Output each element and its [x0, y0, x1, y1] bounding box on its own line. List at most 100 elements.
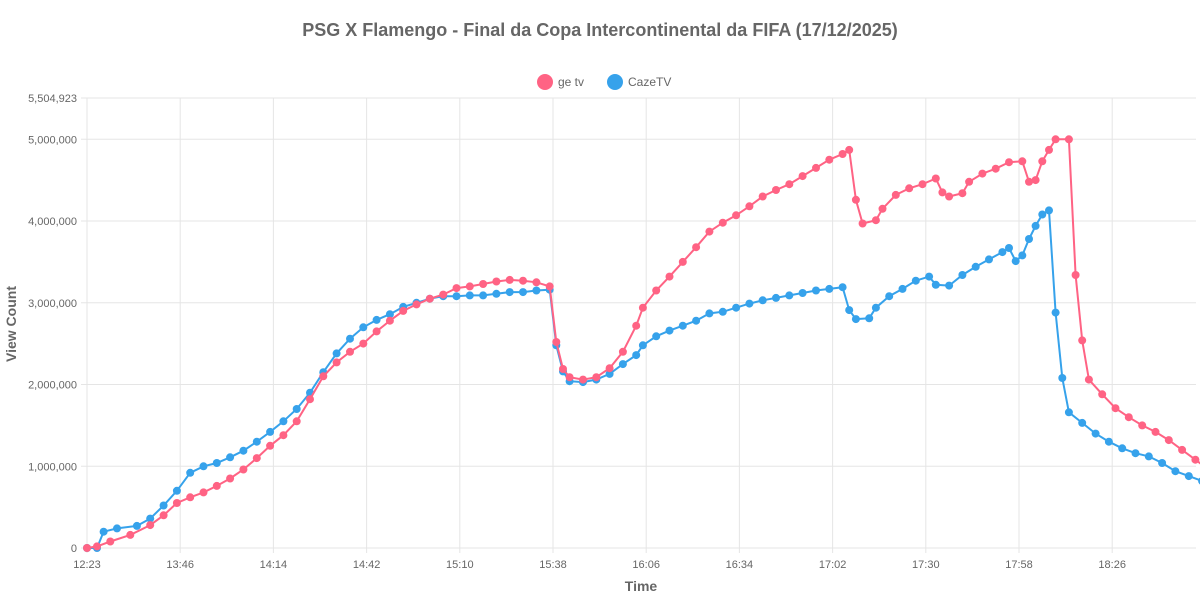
data-point[interactable]: [965, 177, 974, 186]
data-point[interactable]: [239, 465, 248, 474]
data-point[interactable]: [505, 275, 514, 284]
data-point[interactable]: [385, 310, 394, 319]
data-point[interactable]: [126, 530, 135, 539]
data-point[interactable]: [159, 511, 168, 520]
data-point[interactable]: [519, 276, 527, 285]
legend-item[interactable]: ge tv: [537, 74, 584, 90]
data-point[interactable]: [1018, 251, 1027, 260]
data-point[interactable]: [385, 316, 394, 325]
data-point[interactable]: [931, 280, 940, 289]
data-point[interactable]: [732, 211, 741, 220]
data-point[interactable]: [279, 431, 288, 440]
data-point[interactable]: [465, 282, 474, 291]
data-point[interactable]: [618, 347, 627, 356]
data-point[interactable]: [798, 172, 807, 181]
data-point[interactable]: [1104, 437, 1113, 446]
data-point[interactable]: [1045, 206, 1053, 215]
data-point[interactable]: [958, 271, 967, 279]
data-point[interactable]: [372, 327, 381, 336]
data-point[interactable]: [865, 314, 874, 323]
data-point[interactable]: [113, 524, 121, 533]
data-point[interactable]: [798, 289, 807, 297]
data-point[interactable]: [845, 306, 854, 315]
data-point[interactable]: [718, 307, 727, 316]
data-point[interactable]: [1138, 421, 1147, 430]
data-point[interactable]: [279, 417, 288, 426]
data-point[interactable]: [652, 286, 661, 295]
data-point[interactable]: [1078, 336, 1087, 345]
data-point[interactable]: [638, 341, 647, 350]
data-point[interactable]: [1091, 429, 1100, 438]
data-point[interactable]: [1011, 257, 1020, 266]
data-point[interactable]: [958, 189, 967, 198]
data-point[interactable]: [492, 277, 501, 286]
data-point[interactable]: [758, 296, 767, 305]
data-point[interactable]: [758, 192, 767, 201]
data-point[interactable]: [319, 372, 328, 381]
data-point[interactable]: [132, 521, 141, 530]
data-point[interactable]: [705, 309, 714, 318]
data-point[interactable]: [186, 493, 195, 502]
data-point[interactable]: [838, 283, 847, 292]
data-point[interactable]: [359, 323, 368, 332]
data-point[interactable]: [552, 338, 561, 346]
data-point[interactable]: [83, 544, 91, 552]
data-point[interactable]: [146, 521, 155, 530]
data-point[interactable]: [186, 468, 195, 477]
data-point[interactable]: [1144, 452, 1153, 461]
data-point[interactable]: [199, 462, 208, 471]
data-point[interactable]: [372, 315, 381, 324]
data-point[interactable]: [146, 514, 155, 523]
data-point[interactable]: [652, 332, 661, 341]
data-point[interactable]: [898, 284, 907, 293]
data-point[interactable]: [332, 349, 341, 358]
data-point[interactable]: [1005, 158, 1013, 167]
data-point[interactable]: [851, 315, 860, 324]
data-point[interactable]: [945, 281, 954, 290]
data-point[interactable]: [399, 306, 408, 315]
data-point[interactable]: [678, 257, 687, 266]
data-point[interactable]: [359, 339, 368, 348]
data-point[interactable]: [99, 527, 108, 536]
data-point[interactable]: [851, 195, 860, 204]
data-point[interactable]: [332, 358, 341, 367]
data-point[interactable]: [1038, 210, 1047, 219]
data-point[interactable]: [159, 501, 168, 510]
data-point[interactable]: [938, 188, 947, 197]
data-point[interactable]: [1178, 445, 1187, 454]
data-point[interactable]: [911, 276, 920, 285]
data-point[interactable]: [212, 481, 221, 490]
data-point[interactable]: [991, 164, 1000, 173]
data-point[interactable]: [718, 218, 727, 227]
data-point[interactable]: [985, 255, 993, 264]
data-point[interactable]: [1184, 472, 1193, 481]
data-point[interactable]: [1025, 177, 1033, 186]
data-point[interactable]: [772, 293, 780, 302]
data-point[interactable]: [1058, 374, 1067, 382]
data-point[interactable]: [505, 288, 514, 297]
data-point[interactable]: [878, 204, 887, 213]
data-point[interactable]: [292, 405, 301, 413]
data-point[interactable]: [1038, 157, 1047, 166]
data-point[interactable]: [199, 488, 208, 497]
data-point[interactable]: [266, 441, 275, 450]
legend[interactable]: ge tv CazeTV: [537, 74, 671, 90]
data-point[interactable]: [605, 364, 614, 373]
data-point[interactable]: [785, 291, 794, 300]
data-point[interactable]: [239, 446, 248, 455]
data-point[interactable]: [93, 542, 101, 551]
data-point[interactable]: [1018, 157, 1027, 166]
data-point[interactable]: [605, 369, 614, 378]
data-point[interactable]: [1158, 459, 1167, 467]
data-point[interactable]: [1191, 455, 1200, 464]
data-point[interactable]: [825, 155, 834, 164]
data-point[interactable]: [226, 453, 235, 462]
data-point[interactable]: [519, 288, 527, 297]
data-point[interactable]: [945, 192, 954, 201]
data-point[interactable]: [452, 284, 461, 293]
data-point[interactable]: [1111, 404, 1120, 413]
data-point[interactable]: [665, 272, 674, 281]
data-point[interactable]: [785, 180, 794, 189]
data-point[interactable]: [812, 163, 820, 172]
data-point[interactable]: [871, 303, 880, 312]
